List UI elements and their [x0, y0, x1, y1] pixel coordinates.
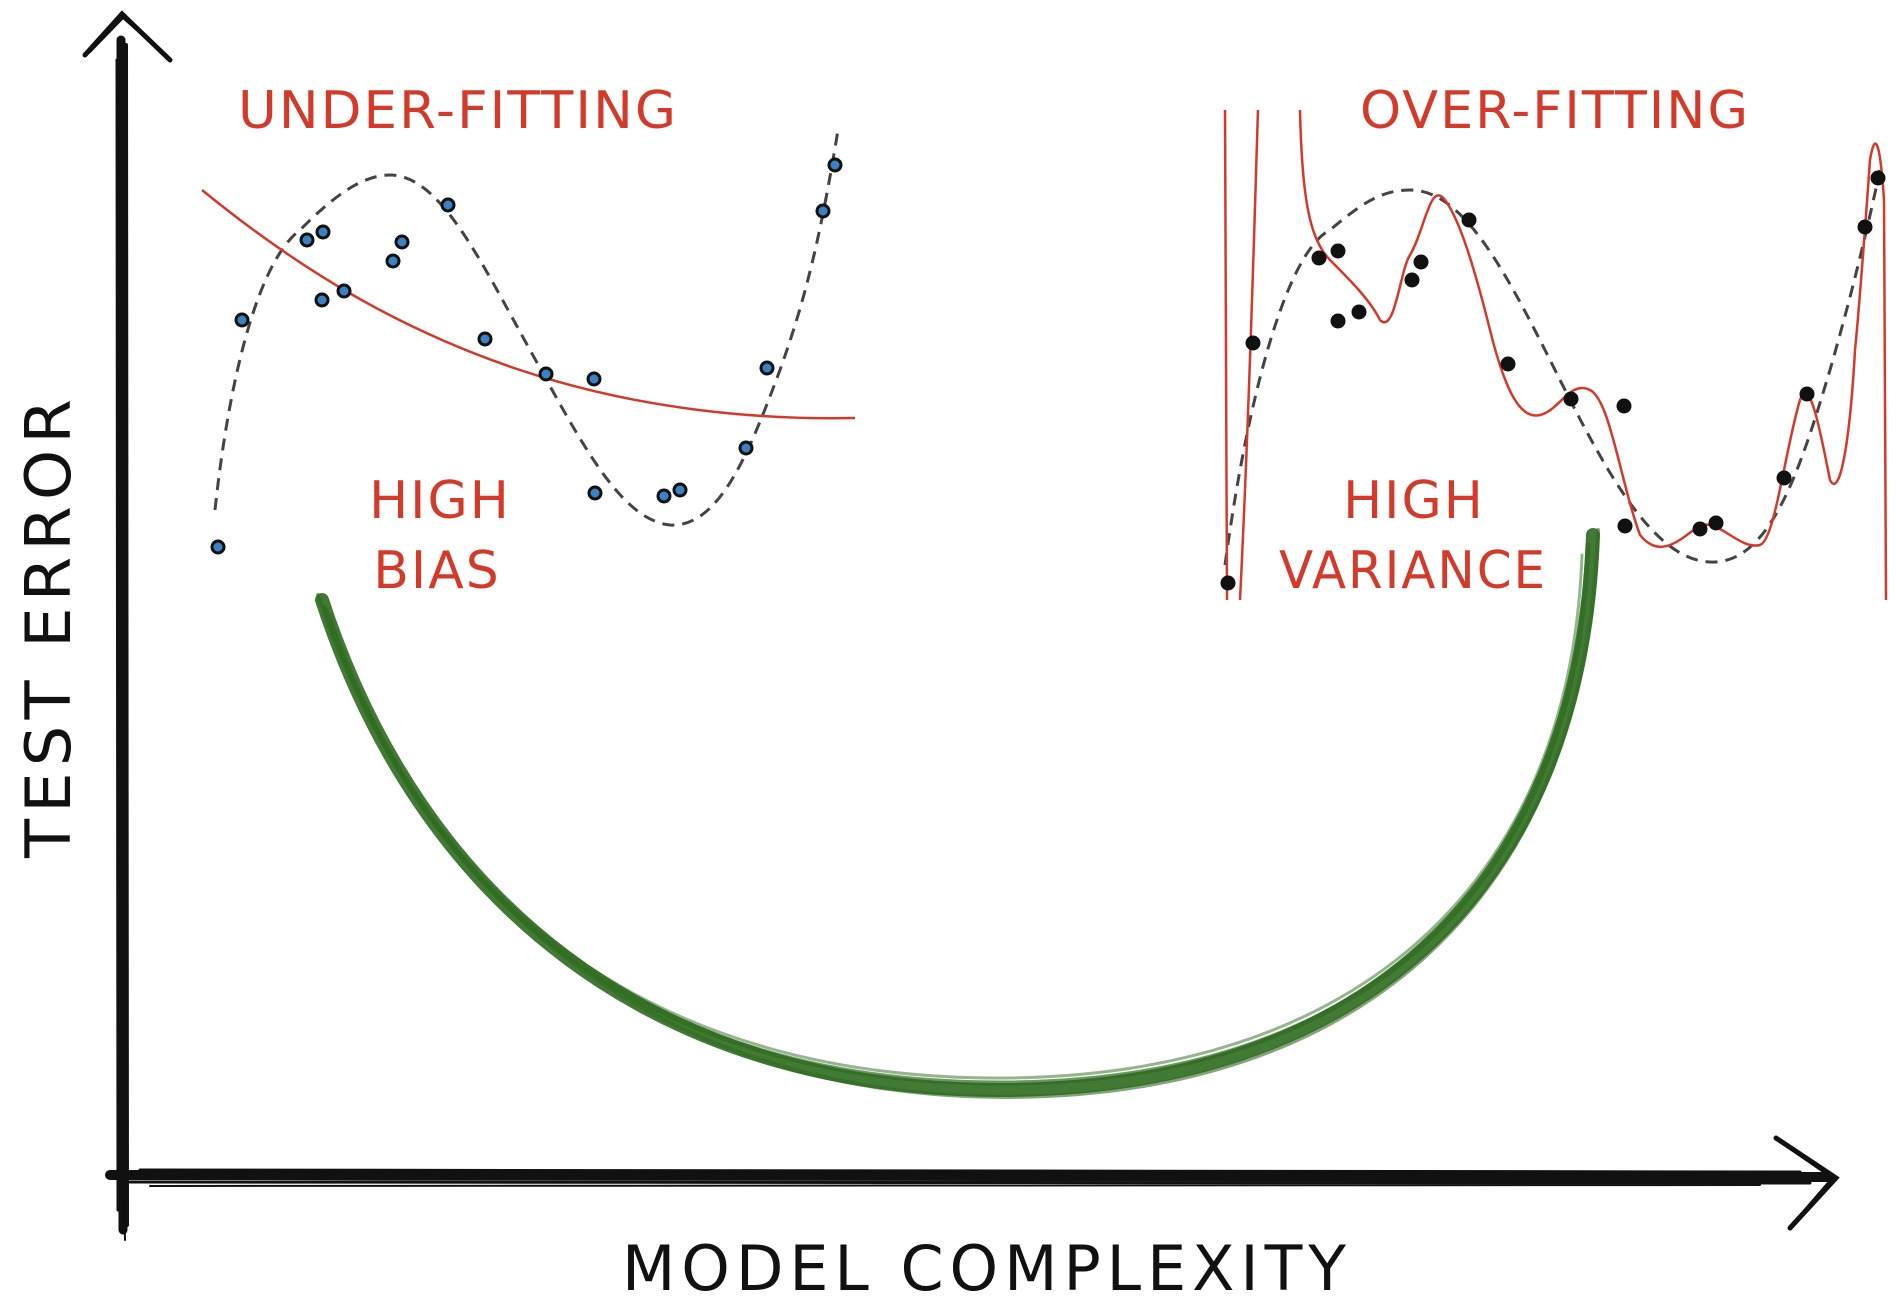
- over-fitting-model-fit: [1223, 109, 1888, 601]
- over-fitting-true-function: [1223, 169, 1882, 566]
- x-axis: [105, 1168, 1835, 1187]
- under-fitting-label: UNDER-FITTING: [238, 81, 678, 141]
- over-fitting-data-points: [1220, 170, 1886, 591]
- y-axis: [115, 35, 129, 1241]
- y-axis-title: TEST ERROR: [12, 393, 85, 859]
- under-fitting-inset: [201, 129, 856, 555]
- high-bias-label-line2: BIAS: [373, 541, 501, 601]
- high-bias-label-line1: HIGH: [369, 471, 511, 531]
- x-axis-title: MODEL COMPLEXITY: [622, 1232, 1352, 1302]
- test-error-curve: [315, 528, 1600, 1100]
- high-variance-label-line1: HIGH: [1343, 471, 1485, 531]
- under-fitting-true-function: [213, 129, 840, 527]
- high-variance-label-line2: VARIANCE: [1279, 541, 1547, 601]
- under-fitting-data-points: [210, 157, 843, 555]
- under-fitting-model-fit: [201, 189, 856, 420]
- y-axis-arrowhead: [82, 10, 173, 63]
- over-fitting-inset: [1220, 109, 1888, 601]
- over-fitting-label: OVER-FITTING: [1360, 81, 1750, 141]
- x-axis-arrowhead: [1773, 1135, 1840, 1231]
